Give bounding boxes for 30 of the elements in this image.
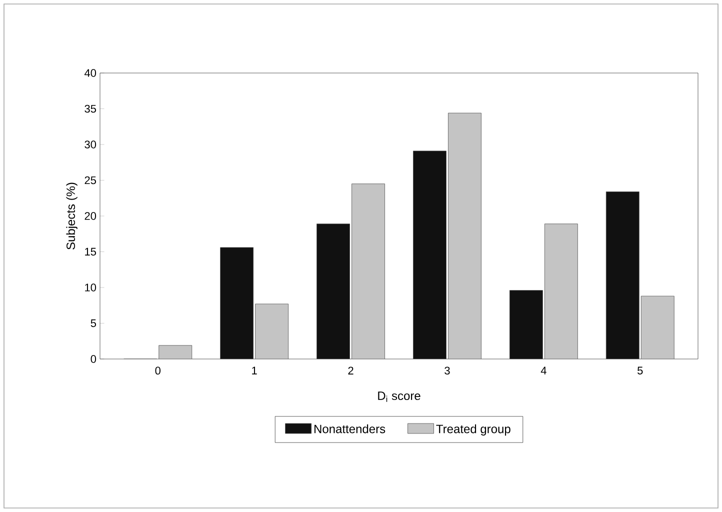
y-tick-label: 0 — [90, 355, 96, 363]
bar — [448, 112, 482, 359]
bar — [255, 304, 289, 359]
y-tick-label: 25 — [84, 176, 96, 184]
bar — [220, 247, 254, 359]
x-tick-label: 2 — [348, 366, 354, 374]
x-tick-label: 4 — [540, 366, 546, 374]
bar — [544, 224, 578, 359]
y-tick-label: 35 — [84, 104, 96, 113]
x-axis-title: D$_{i}$ score — [378, 392, 420, 402]
y-tick-label: 10 — [85, 284, 96, 292]
x-tick-label: 0 — [155, 366, 160, 375]
legend-label: Nonattenders — [314, 424, 386, 434]
y-tick-label: 15 — [85, 248, 96, 256]
x-tick-label: 1 — [252, 366, 257, 374]
bar — [640, 296, 674, 359]
y-tick-label: 40 — [84, 69, 96, 77]
legend-label: Treated group — [436, 424, 510, 436]
y-axis-title: Subjects (%) — [66, 182, 78, 250]
bar — [158, 345, 192, 359]
x-tick-label: 3 — [444, 366, 450, 375]
y-tick-label: 5 — [90, 319, 96, 328]
bar — [316, 224, 350, 359]
y-tick-label: 20 — [84, 212, 96, 220]
bar — [413, 150, 446, 359]
bar — [352, 184, 385, 359]
x-tick-label: 5 — [638, 366, 643, 374]
bar — [509, 290, 543, 359]
y-tick-label: 30 — [84, 140, 96, 148]
bar — [606, 191, 640, 359]
